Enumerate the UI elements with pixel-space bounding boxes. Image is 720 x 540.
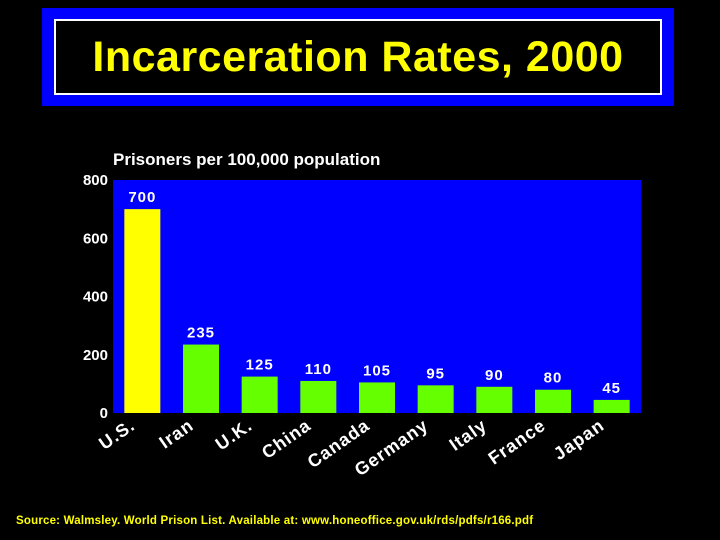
data-label: 90: [485, 367, 504, 384]
bars: 700 235 125 110 105 95 90 80 45: [124, 189, 630, 413]
y-tick-label: 400: [83, 289, 108, 306]
y-tick-label: 200: [83, 347, 108, 364]
chart-title: Prisoners per 100,000 population: [113, 150, 380, 169]
bar: [417, 385, 454, 413]
y-tick-label: 800: [83, 172, 108, 189]
data-label: 110: [305, 361, 332, 378]
category-label: Iran: [156, 415, 198, 453]
data-label: 45: [602, 380, 621, 397]
y-axis: 0 200 400 600 800: [83, 172, 108, 422]
bar: [241, 376, 278, 413]
y-tick-label: 600: [83, 230, 108, 247]
source-citation: Source: Walmsley. World Prison List. Ava…: [16, 515, 534, 527]
bar: [124, 209, 161, 413]
bar-chart: Prisoners per 100,000 population 0 200 400…: [83, 150, 641, 480]
bar: [593, 399, 630, 413]
category-label: U.K.: [212, 415, 256, 454]
category-label: France: [485, 415, 550, 469]
title-box: Incarceration Rates, 2000: [54, 19, 662, 95]
data-label: 80: [544, 370, 563, 387]
data-label: 125: [246, 357, 274, 374]
category-label: Japan: [550, 415, 608, 464]
data-label: 235: [187, 325, 215, 342]
title-frame: Incarceration Rates, 2000: [42, 8, 674, 106]
bar: [359, 382, 395, 413]
category-label: Italy: [446, 415, 491, 455]
y-tick-label: 0: [100, 405, 108, 422]
data-label: 700: [128, 189, 156, 206]
bar: [183, 344, 219, 413]
bar: [300, 380, 337, 413]
slide-title: Incarceration Rates, 2000: [92, 32, 624, 81]
data-label: 105: [363, 362, 391, 379]
bar: [535, 389, 571, 413]
bar: [476, 386, 513, 413]
data-label: 95: [426, 365, 445, 382]
